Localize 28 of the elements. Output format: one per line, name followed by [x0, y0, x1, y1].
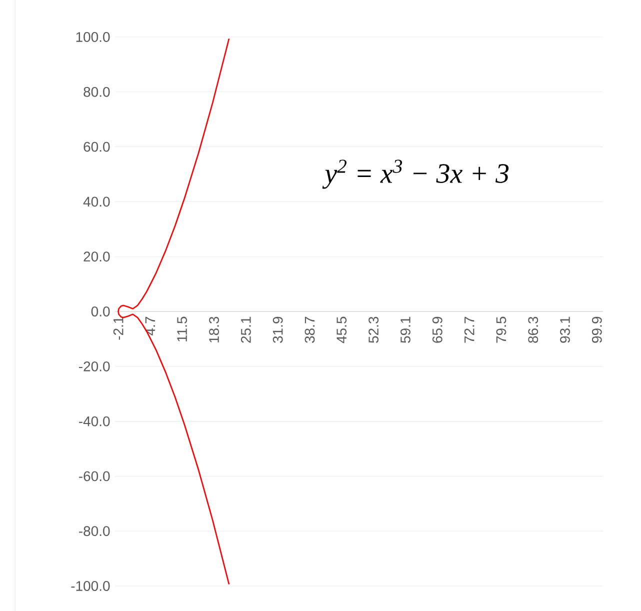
x-tick-label: 11.5 [177, 316, 187, 342]
y-tick-label: 100.0 [76, 32, 110, 42]
x-tick-label: 52.3 [368, 316, 379, 343]
y-tick-label: 20.0 [84, 252, 110, 262]
x-tick-label: 65.9 [432, 316, 442, 343]
x-tick-label: 25.1 [240, 316, 251, 343]
x-tick-label: 79.5 [496, 316, 506, 343]
x-tick-label: 45.5 [336, 316, 347, 344]
y-tick-label: -60.0 [79, 471, 110, 482]
y-tick-label: -80.0 [79, 526, 110, 536]
x-tick-label: 4.7 [145, 316, 156, 336]
y-tick-label: 0.0 [91, 306, 110, 316]
x-tick-label: -2.1 [113, 316, 124, 340]
y-tick-label: -20.0 [79, 361, 110, 372]
y-tick-label: 60.0 [84, 142, 110, 152]
x-tick-label: 93.1 [560, 316, 570, 343]
x-tick-label: 72.7 [464, 316, 474, 343]
x-tick-label: 31.9 [272, 316, 283, 343]
x-tick-label: 18.3 [209, 316, 219, 342]
x-tick-label: 99.9 [592, 316, 602, 343]
y-tick-label: 80.0 [84, 86, 110, 97]
y-tick-label: -100.0 [71, 581, 110, 591]
annotation: y$^{2}$ = x$^{3}$ − 3x + 3 [322, 160, 509, 189]
x-tick-label: 59.1 [400, 316, 410, 343]
y-tick-label: -40.0 [79, 416, 110, 426]
x-tick-label: 86.3 [528, 316, 538, 343]
x-tick-label: 38.7 [304, 316, 315, 343]
y-tick-label: 40.0 [83, 196, 110, 207]
